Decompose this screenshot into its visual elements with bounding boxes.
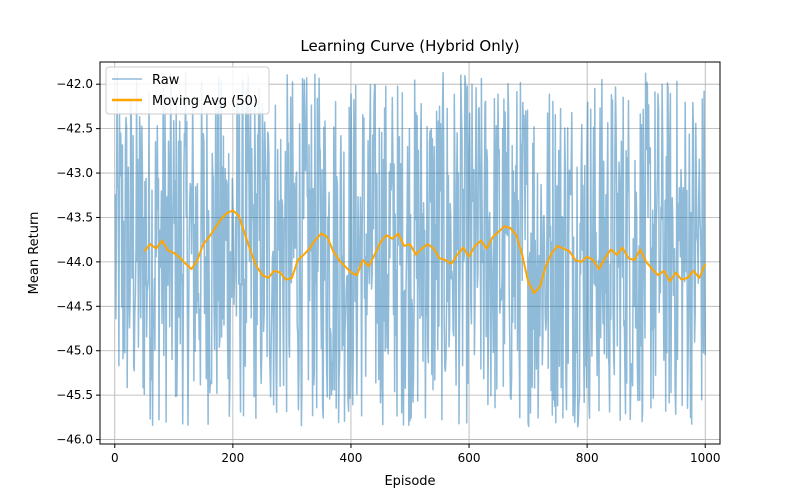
legend: Raw Moving Avg (50): [105, 66, 270, 115]
y-tick-label-6: −43.0: [56, 166, 93, 180]
y-tick-label-8: −42.0: [56, 77, 93, 91]
y-tick-label-5: −43.5: [56, 210, 93, 224]
y-tick-label-1: −45.5: [56, 388, 93, 402]
x-tick-label-1: 200: [221, 451, 244, 465]
raw-series-line: [114, 71, 706, 428]
x-axis-label: Episode: [384, 474, 435, 489]
y-tick-label-4: −44.0: [56, 255, 93, 269]
x-tick-label-5: 1000: [690, 451, 721, 465]
y-axis-label: Mean Return: [27, 212, 42, 295]
chart-title: Learning Curve (Hybrid Only): [300, 37, 519, 55]
legend-raw-label: Raw: [152, 73, 180, 88]
legend-moving-avg-label: Moving Avg (50): [152, 94, 258, 109]
y-tick-label-0: −46.0: [56, 433, 93, 447]
x-tick-label-2: 400: [339, 451, 362, 465]
y-tick-label-3: −44.5: [56, 299, 93, 313]
legend-box: [105, 66, 270, 115]
x-tick-label-0: 0: [111, 451, 119, 465]
x-tick-label-4: 800: [576, 451, 599, 465]
y-tick-label-7: −42.5: [56, 122, 93, 136]
plot-area: 0 200 400 600 800 1000 −46.0 −45.5 −45.0 −44.5 −44…: [56, 61, 721, 465]
axes-frame: [99, 61, 721, 445]
moving-avg-series-line: [143, 209, 707, 294]
x-tick-label-3: 600: [458, 451, 481, 465]
y-tick-label-2: −45.0: [56, 344, 93, 358]
